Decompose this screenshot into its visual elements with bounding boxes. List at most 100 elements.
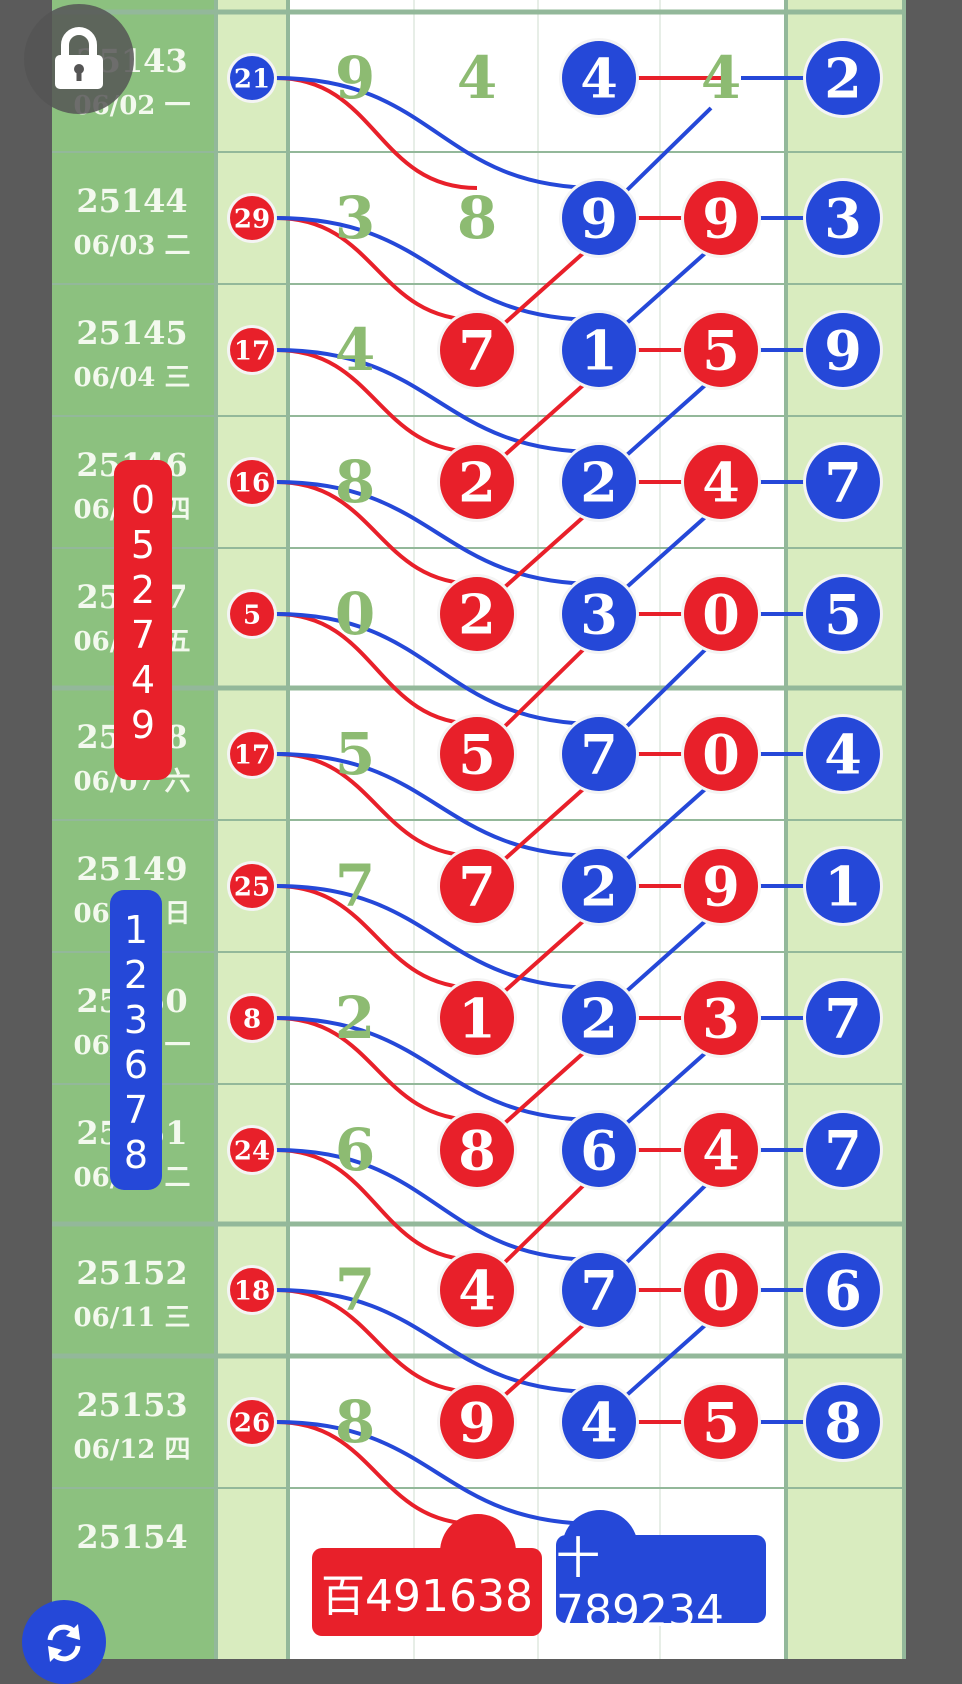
shi-ball [440, 1385, 514, 1459]
bai-ball-label: 4 [580, 46, 618, 110]
sum-ball [230, 996, 274, 1040]
trend-line [495, 378, 591, 464]
bai-ball-label: 1 [580, 318, 618, 382]
bai-ball [562, 313, 636, 387]
trend-line [275, 1148, 478, 1262]
bai-ball-label: 7 [580, 722, 618, 786]
bai-ball-label: 9 [580, 186, 618, 250]
col5-ball [684, 313, 758, 387]
shi-prediction-button[interactable]: 十789234 [556, 1533, 766, 1637]
col5-ball-label: 0 [702, 1258, 740, 1322]
trend-line [275, 752, 600, 858]
trend-line [275, 216, 600, 322]
sum-ball-label: 24 [234, 1136, 270, 1166]
ge-digit: 7 [335, 852, 375, 920]
bai-ball [562, 981, 636, 1055]
last-ball [806, 41, 880, 115]
shi-ball-label: 8 [458, 1118, 496, 1182]
side-digit: 3 [123, 998, 149, 1042]
bai-ball [562, 1253, 636, 1327]
col5-ball [684, 717, 758, 791]
bai-ball-label: 2 [580, 854, 618, 918]
col5-ball [684, 849, 758, 923]
col5-digit: 4 [701, 44, 741, 112]
trend-line [275, 1016, 600, 1122]
trend-line [275, 1288, 478, 1394]
col5-ball-label: 4 [702, 450, 740, 514]
issue-number: 25149 [76, 850, 187, 888]
trend-line [275, 752, 478, 858]
last-ball-label: 7 [824, 986, 862, 1050]
trend-line [617, 1046, 713, 1132]
shi-digit: 4 [457, 44, 497, 112]
shi-ball [440, 981, 514, 1055]
sum-ball-label: 29 [234, 204, 270, 234]
sum-ball [230, 460, 274, 504]
last-ball-label: 7 [824, 450, 862, 514]
ge-digit: 6 [335, 1116, 375, 1184]
ge-digit: 0 [335, 580, 375, 648]
shi-ball [440, 1113, 514, 1187]
sum-ball-label: 17 [234, 336, 270, 366]
last-ball [806, 849, 880, 923]
trend-line [275, 76, 600, 190]
shi-ball-label: 5 [458, 722, 496, 786]
trend-line [495, 914, 591, 1000]
bai-ball [562, 577, 636, 651]
shi-ball-label: 9 [458, 1390, 496, 1454]
side-digit: 2 [123, 953, 149, 997]
side-digit: 6 [123, 1043, 149, 1087]
sum-ball-label: 18 [234, 1276, 270, 1306]
side-digit: 1 [123, 908, 149, 952]
issue-column [52, 0, 216, 1659]
bai-prediction-button[interactable]: 百491638 [312, 1548, 542, 1636]
side-digit: 5 [130, 523, 156, 567]
ge-digit: 8 [335, 448, 375, 516]
trend-line [617, 246, 713, 332]
side-digit: 0 [130, 478, 156, 522]
trend-line [495, 246, 591, 332]
last-ball-label: 6 [824, 1258, 862, 1322]
sum-ball [230, 592, 274, 636]
ge-digit: 9 [335, 44, 375, 112]
sum-ball-label: 26 [234, 1408, 270, 1438]
shi-ball-label: 2 [458, 450, 496, 514]
last-ball [806, 313, 880, 387]
col5-ball-label: 9 [702, 854, 740, 918]
shi-ball-label: 7 [458, 854, 496, 918]
ge-digit: 4 [335, 316, 375, 384]
col5-ball-label: 3 [702, 986, 740, 1050]
sum-ball-label: 5 [243, 600, 261, 630]
issue-number: 25152 [76, 1254, 187, 1292]
last-ball-label: 7 [824, 1118, 862, 1182]
col5-ball-label: 4 [702, 1118, 740, 1182]
lock-icon [55, 27, 103, 89]
trend-line [617, 1178, 713, 1272]
last-ball [806, 1113, 880, 1187]
sum-ball [230, 864, 274, 908]
issue-number: 25154 [76, 1518, 187, 1556]
col5-ball [684, 1113, 758, 1187]
last-ball-label: 2 [824, 46, 862, 110]
trend-line [495, 782, 591, 868]
shi-ball [440, 717, 514, 791]
ge-digit: 8 [335, 1388, 375, 1456]
trend-line [495, 642, 591, 736]
lock-button[interactable] [24, 4, 134, 114]
refresh-button[interactable] [22, 1600, 106, 1684]
col5-ball [684, 445, 758, 519]
shi-ball [440, 849, 514, 923]
bai-ball-label: 3 [580, 582, 618, 646]
side-digit: 7 [130, 613, 156, 657]
trend-line [617, 1318, 713, 1404]
col5-ball [684, 1253, 758, 1327]
sum-ball [230, 732, 274, 776]
issue-date: 06/12 四 [74, 1435, 191, 1465]
trend-line [275, 884, 600, 990]
issue-date: 06/03 二 [74, 231, 191, 261]
col5-ball [684, 981, 758, 1055]
bai-ball [562, 717, 636, 791]
sum-ball [230, 196, 274, 240]
